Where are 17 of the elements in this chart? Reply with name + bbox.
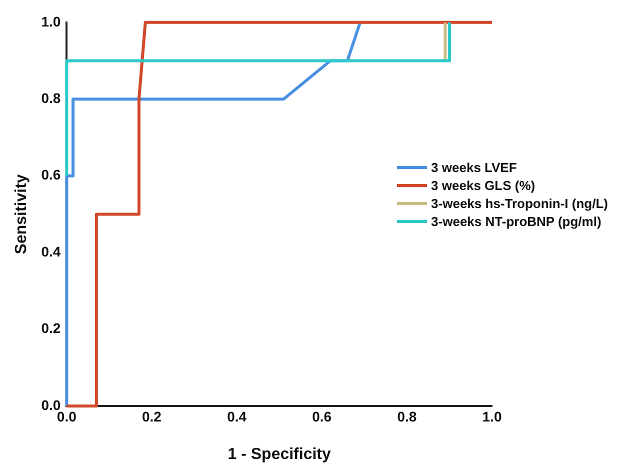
y-tick-label: 1.0	[41, 13, 61, 30]
x-tick-label: 1.0	[482, 408, 502, 424]
y-axis-title: Sensitivity	[13, 174, 30, 254]
x-tick-label: 0.2	[142, 408, 162, 424]
legend-label: 3 weeks GLS (%)	[431, 178, 536, 192]
x-tick-label: 0.4	[227, 408, 247, 424]
legend-label: 3 weeks LVEF	[431, 160, 517, 174]
x-tick-label: 0.6	[312, 408, 332, 424]
y-tick-label: 0.4	[41, 243, 61, 260]
x-tick-label: 0.8	[397, 408, 417, 424]
y-tick-label: 0.0	[41, 396, 61, 413]
y-tick-label: 0.6	[41, 166, 61, 183]
y-tick-label: 0.2	[41, 320, 61, 336]
x-axis-title: 1 - Specificity	[228, 446, 332, 463]
legend-label: 3-weeks NT-proBNP (pg/ml)	[431, 214, 602, 228]
y-tick-label: 0.8	[41, 90, 61, 106]
legend-label: 3-weeks hs-Troponin-I (ng/L)	[431, 196, 608, 210]
